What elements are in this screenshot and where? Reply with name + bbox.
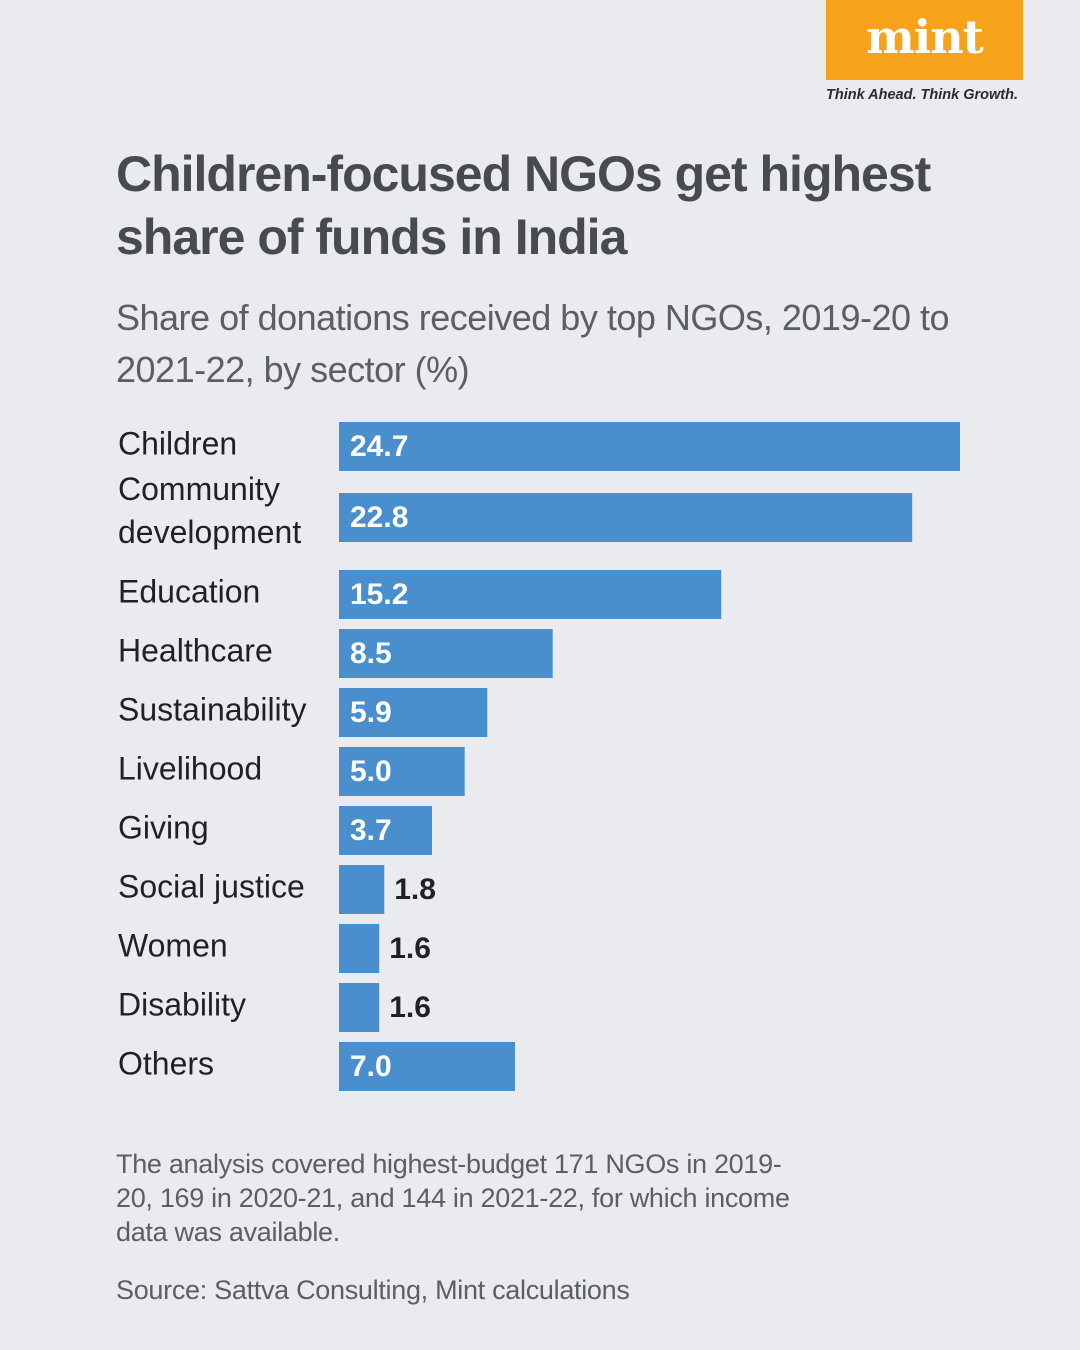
bar-giving <box>339 806 432 855</box>
logo-tagline: Think Ahead. Think Growth. <box>826 87 1018 103</box>
chart-title: Children-focused NGOs get highest share … <box>116 146 931 265</box>
value-label-healthcare: 8.5 <box>350 637 392 670</box>
category-label-women: Women <box>118 927 228 963</box>
category-label-healthcare: Healthcare <box>118 632 273 668</box>
bar-healthcare <box>339 629 553 678</box>
value-label-education: 15.2 <box>350 578 408 611</box>
category-label-livelihood: Livelihood <box>118 750 262 786</box>
value-label-women: 1.6 <box>389 932 431 965</box>
bar-others <box>339 1042 515 1091</box>
mint-logo: mint <box>826 0 1023 80</box>
bar-women <box>339 924 380 973</box>
bar-community-development <box>339 493 913 542</box>
value-label-children: 24.7 <box>350 430 408 463</box>
value-label-sustainability: 5.9 <box>350 696 392 729</box>
bar-children <box>339 422 960 471</box>
bar-livelihood <box>339 747 465 796</box>
logo-text: mint <box>866 10 984 64</box>
category-label-disability: Disability <box>118 986 246 1022</box>
category-label-community-development: Community development <box>118 471 301 550</box>
value-label-disability: 1.6 <box>389 991 431 1024</box>
value-label-livelihood: 5.0 <box>350 755 392 788</box>
value-label-community-development: 22.8 <box>350 501 408 534</box>
bar-sustainability <box>339 688 488 737</box>
category-label-education: Education <box>118 573 260 609</box>
category-label-others: Others <box>118 1045 214 1081</box>
value-label-giving: 3.7 <box>350 814 392 847</box>
bar-education <box>339 570 722 619</box>
category-label-social-justice: Social justice <box>118 868 305 904</box>
value-label-others: 7.0 <box>350 1050 392 1083</box>
chart-subtitle: Share of donations received by top NGOs,… <box>116 297 950 390</box>
methodology-note: The analysis covered highest-budget 171 … <box>116 1149 790 1247</box>
category-label-sustainability: Sustainability <box>118 691 307 727</box>
value-label-social-justice: 1.8 <box>394 873 436 906</box>
category-label-children: Children <box>118 425 237 461</box>
category-label-giving: Giving <box>118 809 209 845</box>
bar-social-justice <box>339 865 385 914</box>
source-line: Source: Sattva Consulting, Mint calculat… <box>116 1275 630 1305</box>
bar-disability <box>339 983 380 1032</box>
